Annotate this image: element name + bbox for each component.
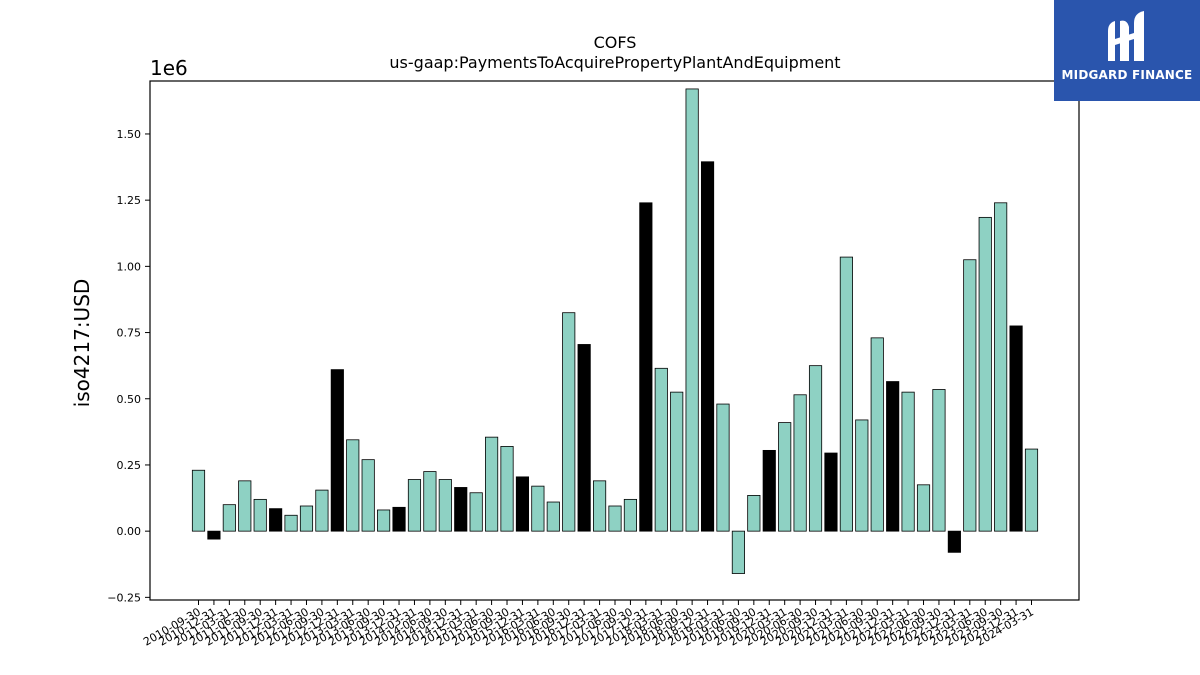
bar-2023-03-31 [963,259,977,532]
y-tick-label: 0.00 [117,525,142,538]
bar-2023-12-31 [1009,325,1023,532]
bar-2022-06-30 [916,484,931,532]
bar-2011-06-30 [238,480,252,532]
bar-2012-12-31 [330,369,344,532]
bars-group [191,88,1039,574]
bar-2023-09-30 [994,202,1008,532]
bar-2018-06-30 [670,391,684,532]
plot-frame [149,80,1080,601]
y-tick-label: 1.50 [117,128,142,141]
y-axis-exponent-label: 1e6 [150,56,188,80]
bar-2013-12-31 [392,506,406,532]
bar-2021-03-31 [839,256,853,532]
bar-2011-09-30 [253,498,267,532]
bar-2016-06-30 [546,501,560,532]
bar-2016-09-30 [562,312,576,532]
y-tick-label: −0.25 [107,591,141,604]
bar-2021-06-30 [855,419,869,532]
bar-2015-12-31 [515,476,530,532]
bar-2022-03-31 [901,391,915,532]
bar-2020-12-31 [824,452,838,532]
bar-2021-12-31 [886,381,900,532]
chart-title: COFS [593,33,637,52]
bar-2015-06-30 [485,436,499,532]
logo-text: MIDGARD FINANCE [1061,68,1193,82]
bar-2015-03-31 [469,492,483,532]
bar-2020-09-30 [808,365,823,532]
bar-2011-12-31 [269,508,283,532]
bar-2012-09-30 [315,489,329,532]
y-tick-label: 1.00 [117,260,142,273]
chart-subtitle: us-gaap:PaymentsToAcquirePropertyPlantAn… [389,53,841,72]
y-tick-label: 0.50 [117,393,142,406]
y-axis: −0.25 0.00 0.25 0.50 0.75 1.00 1.25 1.50 [107,128,150,604]
bar-2024-03-31 [1024,448,1039,532]
bar-2017-06-30 [608,505,622,532]
bar-2018-12-31 [700,161,715,532]
bar-2020-06-30 [793,394,807,532]
midgard-finance-logo: MIDGARD FINANCE [1054,0,1200,101]
bar-2017-12-31 [639,202,653,532]
y-tick-label: 0.25 [117,459,142,472]
bar-2014-06-30 [423,471,437,532]
bar-2012-06-30 [299,505,314,532]
x-axis: 2010-09-302010-12-312011-03-312011-06-30… [141,600,1036,649]
y-tick-label: 1.25 [117,194,142,207]
bar-2010-09-30 [191,469,206,532]
bar-2012-03-31 [284,514,298,532]
bar-2015-09-30 [500,446,514,532]
bar-2017-03-31 [593,480,607,532]
bar-2018-03-31 [654,367,668,532]
bar-2020-03-31 [778,422,792,532]
bar-2014-09-30 [438,479,452,532]
bar-2013-09-30 [377,509,391,532]
bar-2018-09-30 [685,88,699,532]
bar-2017-09-30 [623,498,637,532]
bar-2022-09-30 [932,389,946,532]
bar-2019-09-30 [747,495,761,532]
y-tick-label: 0.75 [117,327,142,340]
bar-2019-03-31 [716,403,730,532]
bar-2014-03-31 [407,479,422,532]
bar-2016-12-31 [577,344,591,532]
bar-2019-06-30 [731,530,745,574]
bar-2010-12-31 [207,530,221,540]
bar-2014-12-31 [454,487,468,532]
bar-2022-12-31 [947,530,961,553]
bar-2016-03-31 [531,485,545,532]
bar-2011-03-31 [222,504,236,532]
bar-2013-03-31 [346,439,360,532]
bar-2023-06-30 [978,216,992,532]
bar-2013-06-30 [361,459,375,532]
bar-2019-12-31 [762,449,776,532]
bar-2021-09-30 [870,337,884,532]
midgard-logo-icon [1108,11,1144,62]
